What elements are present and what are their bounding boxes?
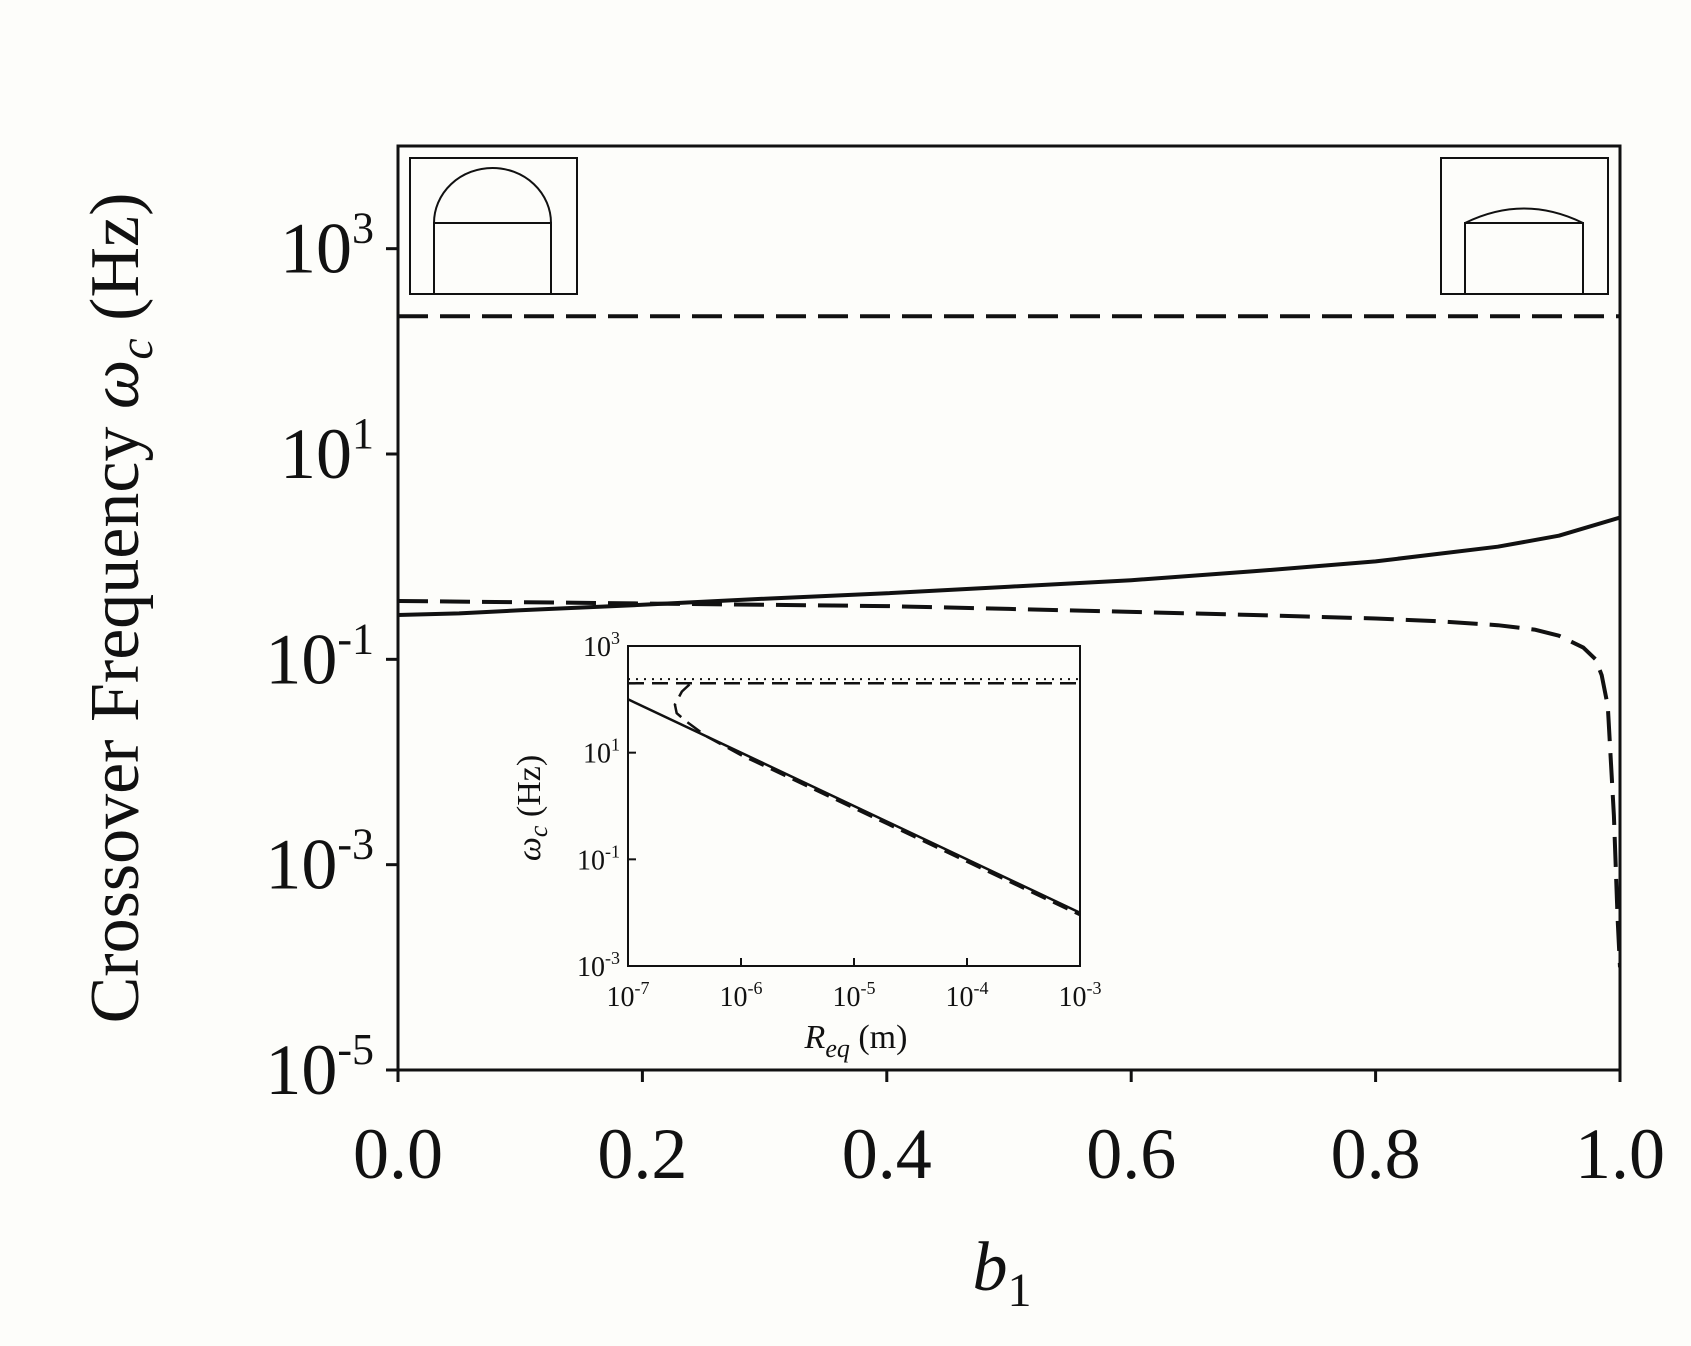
main-x-axis-label-subscript: 1 [1008,1264,1032,1317]
main-x-tick-label: 0.6 [1086,1114,1176,1194]
main-y-axis-label: Crossover Frequency ωc (Hz) [77,193,163,1024]
main-chart: 10-5 10-3 10-1 101 103 0.0 0.2 0.4 0.6 0.8 1.0 Cr… [77,144,1665,1317]
inset-x-tick-label: 10-6 [720,978,763,1013]
main-y-axis-label-symbol: ω [77,360,154,409]
main-x-tick-label: 1.0 [1575,1114,1665,1194]
inset-x-axis-label-subscript: eq [825,1034,850,1063]
main-y-axis-label-unit: (Hz) [77,193,154,339]
inset-series-group [628,678,1080,917]
main-series-2-line [398,599,1620,968]
main-x-tick-label: 0.8 [1331,1114,1421,1194]
inset-y-tick-label: 103 [583,628,620,663]
main-y-tick-label: 101 [280,409,374,494]
inset-y-axis-label-unit: (Hz) [511,755,548,826]
inset-x-tick-label: 10-3 [1059,978,1102,1013]
main-x-tick-label: 0.2 [597,1114,687,1194]
inset-x-axis-label-unit: (m) [850,1019,908,1056]
main-y-axis-label-main: Crossover Frequency [77,409,154,1023]
inset-x-axis-label: Req (m) [804,1019,908,1063]
inset-y-tick-label: 101 [583,735,620,770]
inset-x-axis-label-symbol: R [804,1019,826,1056]
inset-y-axis-label-subscript: c [524,825,553,837]
main-plot-frame [396,144,1622,1072]
inset-y-tick-label: 10-3 [577,948,620,983]
main-series-group [398,314,1620,968]
inset-y-axis-label: ωc (Hz) [511,755,553,861]
inset-chart: 10-3 10-1 101 103 10-7 10-6 10-5 10-4 10-3 ωc (… [511,628,1102,1063]
shape-thumbnail-tall-cap [409,157,578,295]
main-y-axis-label-subscript: c [110,338,163,359]
inset-x-axis: 10-7 10-6 10-5 10-4 10-3 [607,958,1102,1013]
inset-series-2-line [628,698,1080,914]
shape-thumbnail-flat-cap [1440,157,1609,295]
main-x-tick-label: 0.4 [842,1114,932,1194]
inset-y-axis: 10-3 10-1 101 103 [577,628,636,983]
main-y-tick-label: 103 [280,204,374,289]
main-y-tick-label: 10-5 [265,1025,374,1110]
main-y-tick-label: 10-1 [265,614,374,699]
inset-x-tick-label: 10-5 [833,978,876,1013]
inset-y-axis-label-symbol: ω [511,837,548,861]
main-x-tick-label: 0.0 [353,1114,443,1194]
inset-x-tick-label: 10-4 [946,978,989,1013]
inset-y-tick-label: 10-1 [577,841,620,876]
main-x-axis: 0.0 0.2 0.4 0.6 0.8 1.0 [353,1070,1665,1194]
main-series-1-line [398,515,1620,617]
main-x-axis-label-symbol: b [973,1229,1008,1306]
main-x-axis-label: b1 [973,1229,1032,1317]
main-y-tick-label: 10-3 [265,820,374,905]
inset-series-3-line [673,683,1080,917]
inset-x-tick-label: 10-7 [607,978,650,1013]
main-y-axis: 10-5 10-3 10-1 101 103 [265,204,398,1110]
